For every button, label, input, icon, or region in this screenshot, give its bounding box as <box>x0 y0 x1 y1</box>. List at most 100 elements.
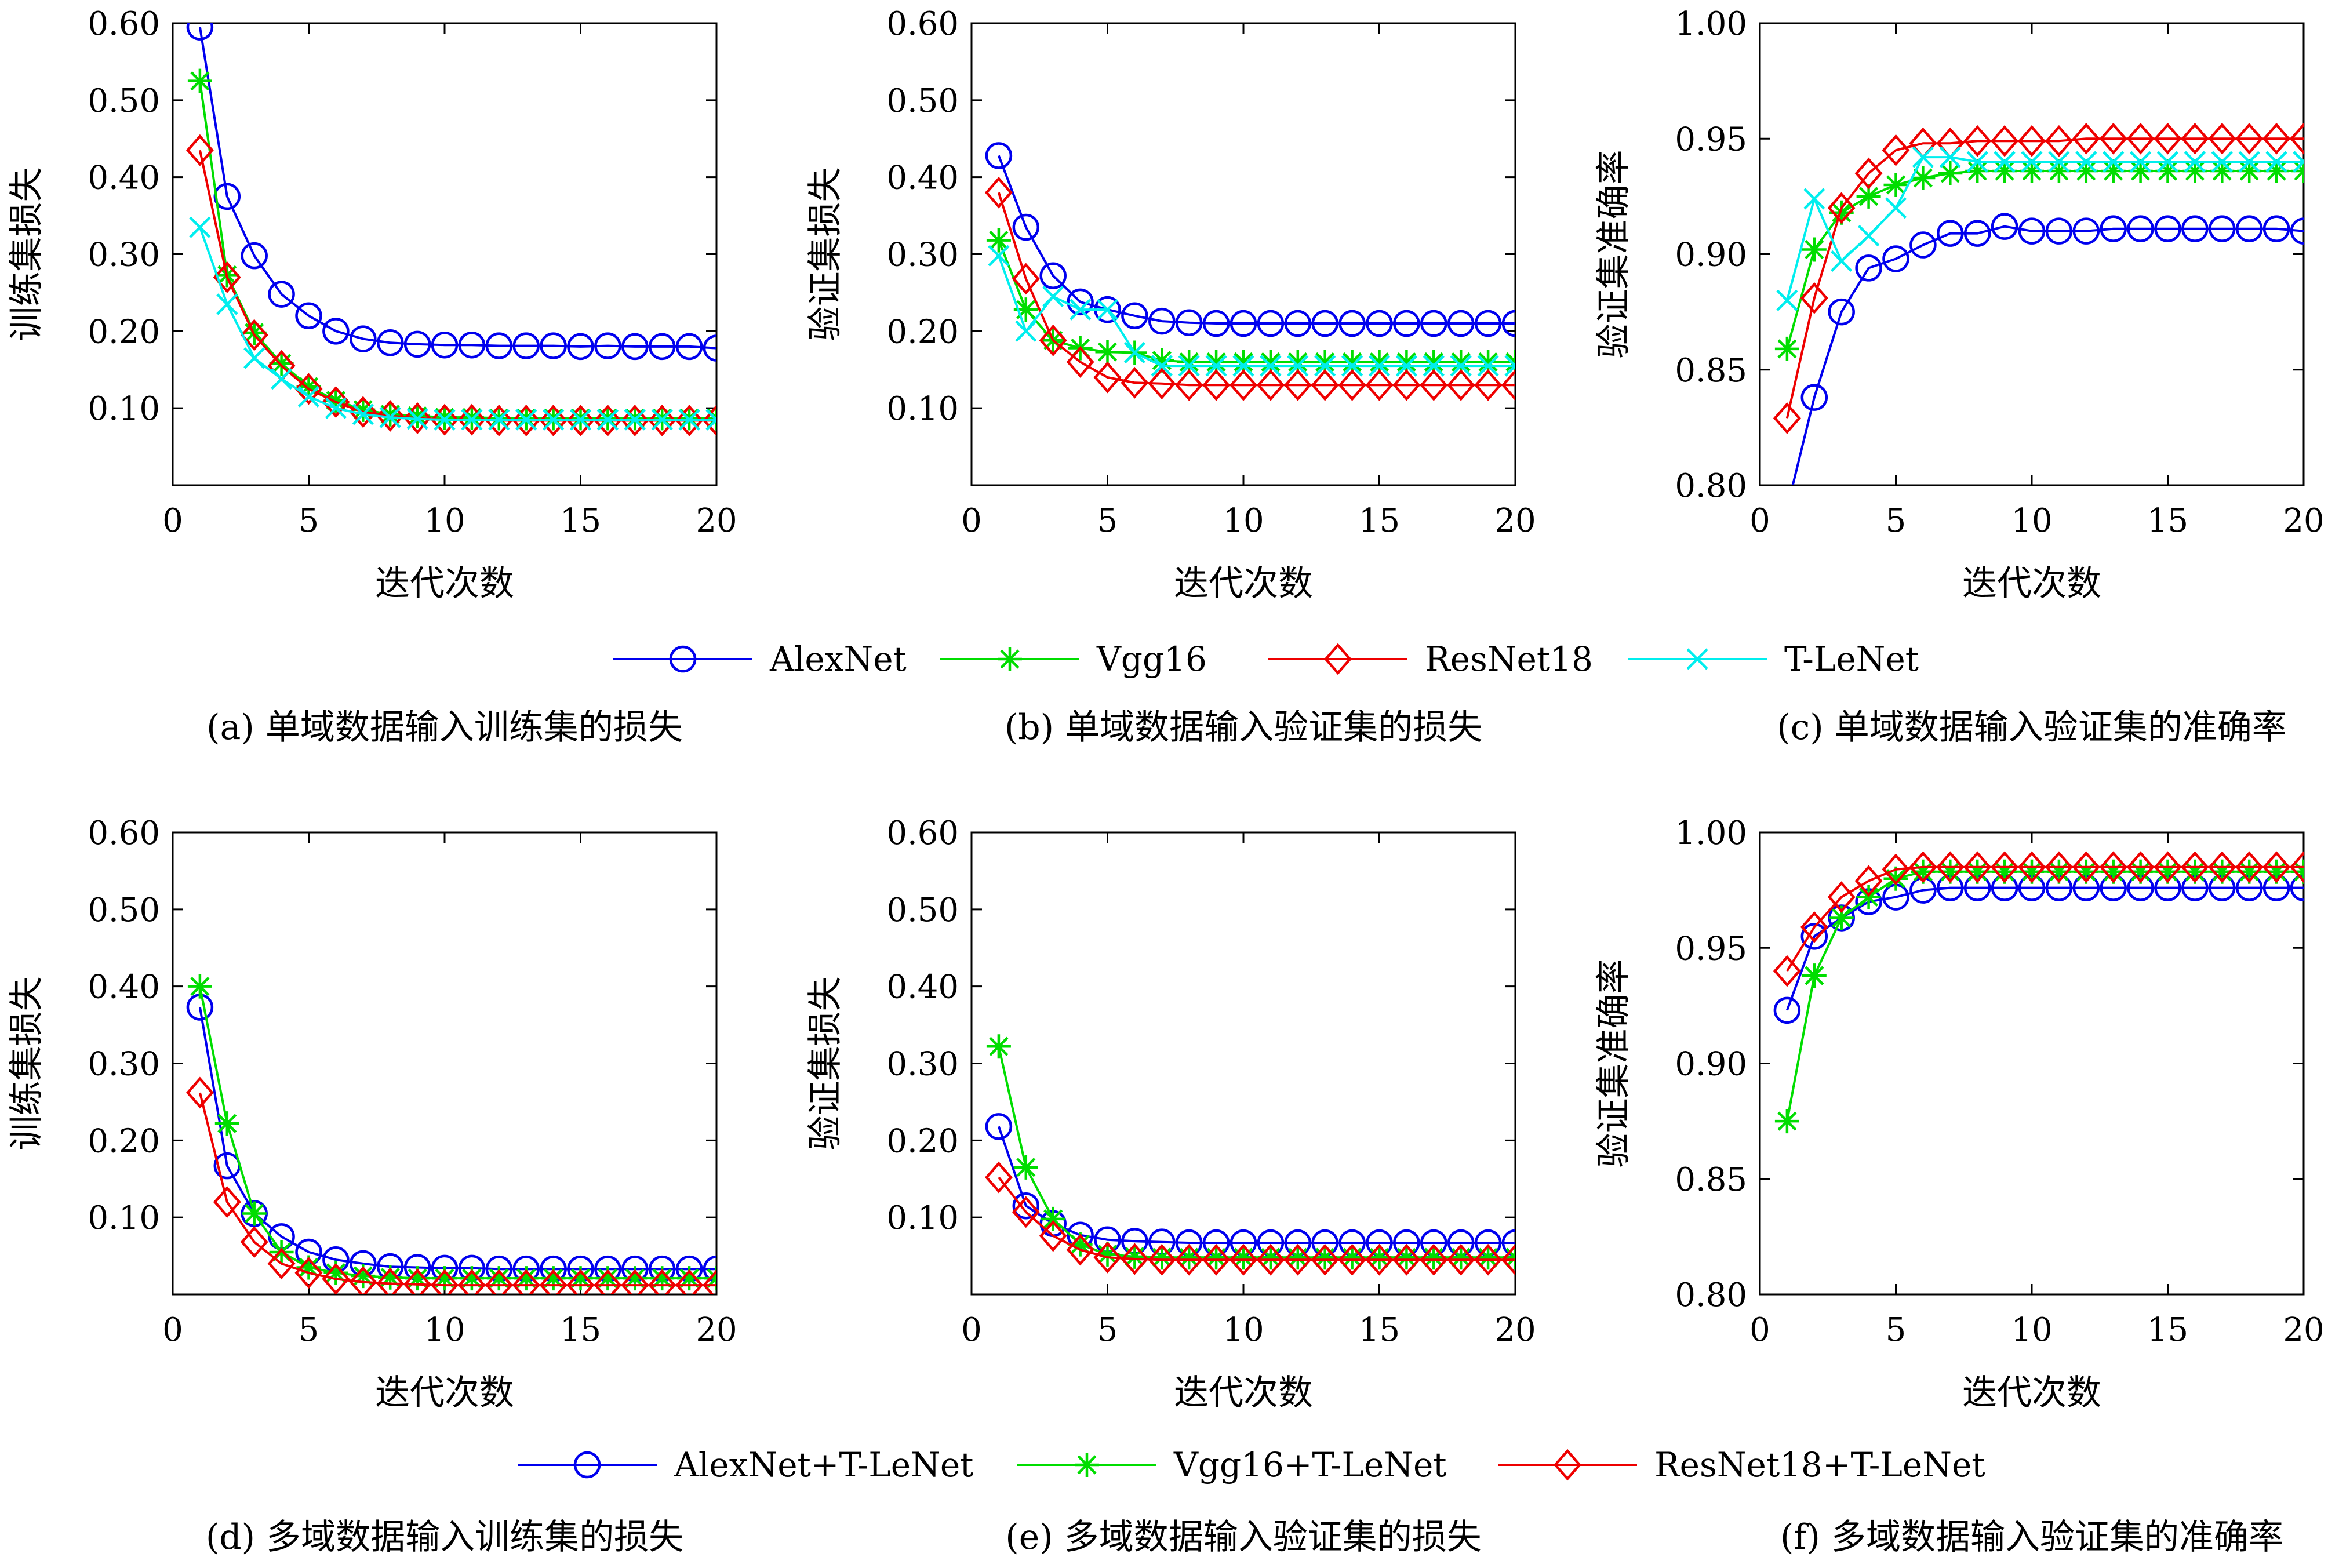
data-point-resnet18 <box>1121 366 1149 399</box>
data-point-vgg16 <box>1367 350 1392 374</box>
data-point-alexnet <box>1067 288 1094 316</box>
x-tick-label: 0 <box>1749 1311 1770 1349</box>
data-point-t-lenet <box>678 409 700 431</box>
data-point-resnet18 <box>1066 346 1094 378</box>
data-point-vgg16-t-lenet <box>459 1266 484 1291</box>
chart-c: 0.80 0.85 0.90 0.95 1.00 0 5 10 15 20 迭代次数 验证集准确率 <box>1594 5 2325 604</box>
series-line-resnet18 <box>198 150 716 422</box>
data-point-vgg16 <box>378 402 403 427</box>
chart-caption: (a) 单域数据输入训练集的损失 <box>206 707 683 748</box>
data-point-alexnet <box>431 331 459 359</box>
y-tick-label: 0.40 <box>886 969 959 1006</box>
data-point-vgg16-t-lenet <box>2155 859 2180 884</box>
data-point-resnet18-t-lenet <box>1202 1243 1231 1276</box>
data-point-resnet18 <box>1773 402 1801 434</box>
x-tick-label: 10 <box>1223 1311 1264 1349</box>
data-point-vgg16 <box>296 374 321 399</box>
chart-caption: (c) 单域数据输入验证集的准确率 <box>1777 707 2287 748</box>
data-point-vgg16-t-lenet <box>1449 1245 1474 1270</box>
data-point-resnet18-t-lenet <box>376 1267 405 1294</box>
data-point-resnet18 <box>431 403 459 436</box>
data-point-vgg16-t-lenet <box>1177 1245 1202 1270</box>
data-point-vgg16-t-lenet <box>1041 1206 1065 1231</box>
data-point-resnet18-t-lenet <box>594 1269 622 1294</box>
data-point-t-lenet <box>2156 151 2179 173</box>
data-point-resnet18-t-lenet <box>322 1263 350 1294</box>
data-point-resnet18 <box>185 134 214 166</box>
data-point-alexnet <box>540 332 567 359</box>
data-point-alexnet <box>1311 310 1338 337</box>
y-tick-label: 0.20 <box>88 1122 160 1160</box>
data-point-vgg16 <box>351 397 376 422</box>
data-point-resnet18 <box>1283 369 1312 401</box>
data-point-alexnet <box>322 318 350 345</box>
data-point-t-lenet <box>2293 151 2304 173</box>
y-tick-label: 0.80 <box>1675 467 1747 505</box>
data-point-resnet18-t-lenet <box>1283 1243 1312 1276</box>
data-point-resnet18-t-lenet <box>185 1076 214 1109</box>
data-point-t-lenet <box>2048 151 2070 173</box>
data-point-resnet18-t-lenet <box>1882 853 1910 886</box>
data-point-alexnet <box>1420 310 1447 337</box>
data-point-resnet18 <box>1392 369 1421 401</box>
data-point-t-lenet <box>1504 355 1515 377</box>
x-tick-label: 15 <box>1359 1311 1400 1349</box>
data-point-resnet18-t-lenet <box>1338 1243 1366 1276</box>
data-point-vgg16 <box>1204 350 1229 374</box>
data-point-vgg16-t-lenet <box>351 1264 376 1289</box>
data-point-vgg16-t-lenet <box>1992 859 2017 884</box>
data-point-alexnet <box>1230 310 1257 337</box>
y-axis-label: 验证集损失 <box>805 168 846 341</box>
data-point-resnet18 <box>2262 122 2291 155</box>
data-point-resnet18-t-lenet <box>1909 851 1937 883</box>
data-point-alexnet <box>2072 217 2100 245</box>
y-tick-label: 0.60 <box>886 5 959 43</box>
y-tick-label: 0.50 <box>886 82 959 120</box>
data-point-t-lenet <box>1994 151 2016 173</box>
data-point-resnet18 <box>566 405 595 436</box>
data-point-t-lenet <box>1123 341 1145 364</box>
data-point-vgg16-t-lenet <box>2020 859 2044 884</box>
series-line-alexnet-t-lenet <box>1786 886 2304 1011</box>
chart-caption: (b) 单域数据输入验证集的损失 <box>1005 707 1482 748</box>
data-point-resnet18 <box>403 402 432 434</box>
data-point-t-lenet <box>705 409 716 431</box>
legend-marker-alexnet-t-lenet <box>573 1451 601 1479</box>
data-point-resnet18 <box>2099 122 2127 155</box>
data-point-resnet18 <box>594 405 622 436</box>
y-tick-label: 0.20 <box>886 1122 959 1160</box>
data-point-resnet18-t-lenet <box>512 1269 540 1294</box>
y-tick-label: 1.00 <box>1675 814 1747 852</box>
data-point-resnet18 <box>1039 324 1067 356</box>
y-tick-label: 0.10 <box>886 1199 959 1237</box>
legend-label-alexnet: AlexNet <box>769 639 907 679</box>
data-point-vgg16 <box>2074 159 2098 184</box>
data-point-alexnet <box>485 332 513 359</box>
data-point-resnet18 <box>1148 368 1176 400</box>
data-point-resnet18 <box>1202 369 1231 401</box>
chart-f: 0.80 0.85 0.90 0.95 1.00 0 5 10 15 20 迭代次数 验证集准确率 <box>1594 814 2325 1413</box>
data-point-resnet18 <box>512 405 540 436</box>
data-point-resnet18 <box>2208 122 2236 155</box>
data-point-resnet18-t-lenet <box>1093 1241 1122 1274</box>
data-point-vgg16-t-lenet <box>1938 859 1963 884</box>
data-point-alexnet <box>1257 310 1285 337</box>
data-point-resnet18 <box>1093 361 1122 394</box>
data-point-vgg16 <box>1150 348 1174 373</box>
data-point-alexnet <box>458 331 486 359</box>
data-point-vgg16-t-lenet <box>2101 859 2126 884</box>
data-point-resnet18-t-lenet <box>566 1269 595 1294</box>
data-point-t-lenet <box>1912 146 1934 168</box>
legend-label-alexnet-t-lenet: AlexNet+T-LeNet <box>674 1445 973 1485</box>
data-point-resnet18 <box>1365 369 1394 401</box>
x-tick-label: 15 <box>560 502 601 540</box>
data-point-vgg16 <box>2046 159 2071 184</box>
series-line-resnet18-t-lenet <box>998 1176 1515 1261</box>
data-point-resnet18-t-lenet <box>431 1269 459 1294</box>
data-point-alexnet <box>675 333 703 361</box>
plot-frame <box>970 22 1516 486</box>
data-point-alexnet <box>2045 217 2073 245</box>
data-point-t-lenet <box>1368 355 1391 377</box>
data-point-alexnet <box>2127 215 2154 242</box>
data-point-resnet18 <box>1501 369 1515 401</box>
